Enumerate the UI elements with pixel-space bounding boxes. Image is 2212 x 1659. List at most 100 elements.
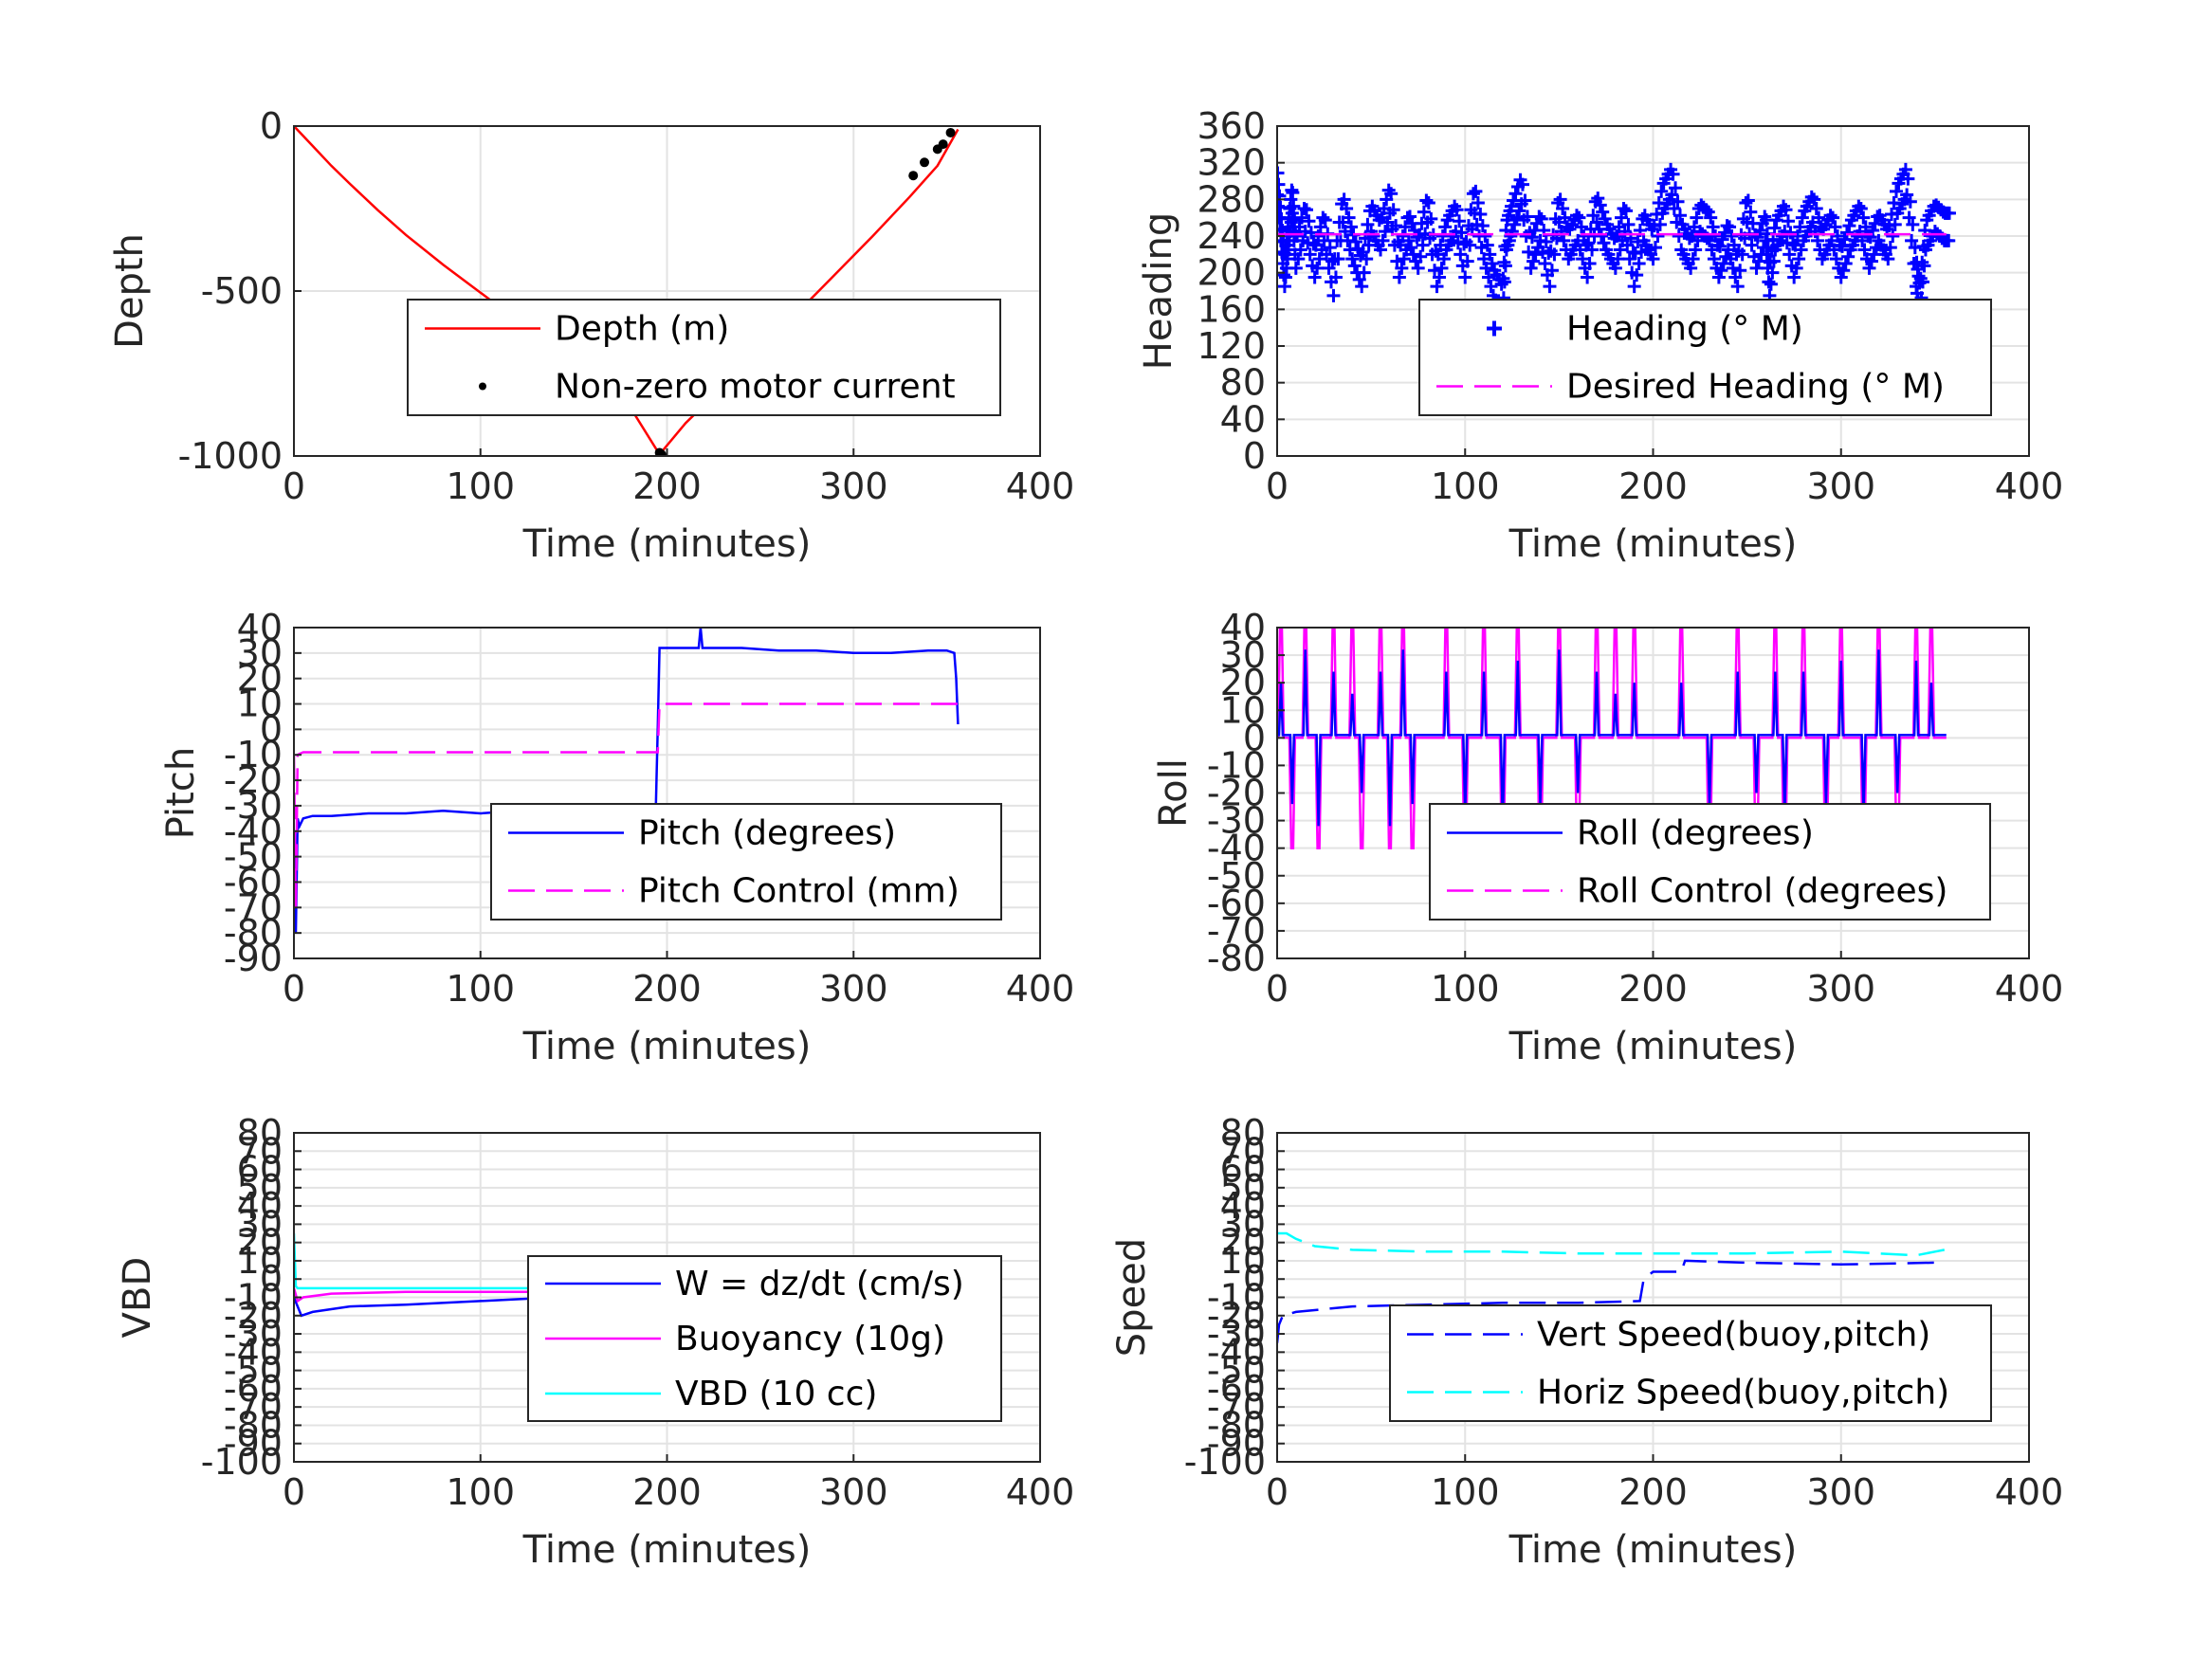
heading-series-0-marker — [1591, 191, 1605, 206]
y-tick-label: 10 — [237, 684, 283, 725]
heading-series-0-marker — [1547, 247, 1562, 262]
depth-series-1-point — [938, 139, 948, 150]
heading-series-0-marker — [1686, 252, 1700, 266]
heading-series-0-marker — [1854, 202, 1868, 215]
y-tick-label: 80 — [237, 1112, 283, 1154]
heading-series-0-marker — [1466, 187, 1480, 201]
y-tick-label: 30 — [237, 1203, 283, 1245]
y-tick-label: 10 — [1220, 689, 1266, 731]
heading-series-0-marker — [1619, 204, 1633, 218]
y-tick-label: 240 — [1197, 215, 1266, 257]
y-tick-label: -100 — [201, 1441, 283, 1483]
vbd-x-axis-label: Time (minutes) — [522, 1528, 812, 1572]
y-tick-label: -70 — [224, 1386, 283, 1428]
heading-series-0-marker — [1376, 233, 1390, 247]
y-tick-label: 160 — [1197, 288, 1266, 330]
heading-series-0-marker — [1607, 231, 1621, 246]
heading-series-0-marker — [1384, 187, 1398, 201]
y-tick-label: -60 — [224, 861, 283, 902]
heading-series-0-marker — [1858, 220, 1873, 234]
heading-series-0-marker — [1436, 252, 1451, 266]
heading-series-0-marker — [1401, 233, 1416, 247]
heading-series-0-marker — [1471, 195, 1485, 210]
heading-series-0-marker — [1841, 249, 1856, 264]
y-tick-label: 20 — [1220, 662, 1266, 703]
heading-series-0-marker — [1576, 252, 1590, 266]
x-tick-label: 400 — [1995, 968, 2064, 1010]
heading-series-0-marker — [1635, 245, 1649, 259]
heading-series-0-marker — [1299, 203, 1313, 217]
heading-series-0-marker — [1317, 233, 1331, 247]
heading-series-0-marker — [1691, 233, 1705, 247]
heading-series-0-marker — [1613, 243, 1627, 257]
heading-series-0-marker — [1881, 252, 1895, 266]
depth-series-1-point — [908, 171, 919, 181]
x-tick-label: 300 — [819, 968, 888, 1010]
heading-series-0-marker — [1345, 252, 1360, 266]
heading-series-0-marker — [1590, 215, 1604, 229]
heading-series-0-marker — [1528, 247, 1543, 262]
x-tick-label: 300 — [1806, 465, 1875, 507]
heading-series-0-marker — [1744, 205, 1758, 219]
y-tick-label: 0 — [1243, 435, 1266, 477]
y-tick-label: 60 — [237, 1149, 283, 1191]
x-tick-label: 0 — [1266, 465, 1289, 507]
y-tick-label: -90 — [224, 938, 283, 979]
heading-series-0-marker — [1608, 261, 1622, 275]
heading-series-0-marker — [1789, 261, 1803, 275]
legend-label: Desired Heading (° M) — [1566, 368, 1945, 407]
heading-series-0-marker — [1347, 259, 1362, 273]
heading-series-0-marker — [1627, 280, 1641, 294]
x-tick-label: 100 — [1431, 968, 1500, 1010]
depth-legend: Depth (m) Non-zero motor current — [407, 299, 1001, 416]
speed-chart: 0 100 200 300 400-100-90-80-70-60-50-40-30-2… — [1110, 1112, 2063, 1572]
speed-y-axis-label: Speed — [1110, 1238, 1154, 1357]
vbd-legend: W = dz/dt (cm/s) Buoyancy (10g) VBD (10 cc… — [527, 1255, 1002, 1422]
heading-series-0-marker — [1526, 254, 1541, 268]
heading-series-0-marker — [1615, 210, 1629, 225]
heading-series-0-marker — [1543, 280, 1557, 294]
heading-series-0-marker — [1303, 247, 1317, 262]
heading-series-0-marker — [1654, 184, 1669, 198]
heading-series-0-marker — [1318, 213, 1332, 228]
heading-series-0-marker — [1866, 223, 1880, 237]
heading-series-0-marker — [1750, 230, 1764, 245]
heading-series-0-marker — [1581, 236, 1596, 250]
heading-series-0-marker — [1331, 252, 1345, 266]
y-tick-label: -70 — [1207, 1386, 1266, 1428]
roll-x-axis-label: Time (minutes) — [1508, 1025, 1798, 1068]
x-tick-label: 300 — [1806, 1471, 1875, 1513]
y-tick-label: 80 — [1220, 1112, 1266, 1154]
y-tick-label: 0 — [1243, 1258, 1266, 1300]
heading-series-0-marker — [1714, 264, 1728, 278]
y-tick-label: 40 — [1220, 398, 1266, 440]
vbd-y-axis-label: VBD — [116, 1257, 159, 1339]
heading-series-0-marker — [1313, 220, 1327, 234]
legend-label: Non-zero motor current — [555, 368, 956, 407]
heading-series-0-marker — [1915, 275, 1929, 289]
y-tick-label: 50 — [1220, 1167, 1266, 1209]
x-tick-label: 100 — [446, 465, 515, 507]
x-tick-label: 200 — [632, 1471, 702, 1513]
heading-series-0-marker — [1349, 235, 1363, 249]
heading-series-0-marker — [1322, 261, 1336, 275]
heading-series-0-marker — [1416, 238, 1430, 252]
heading-series-0-marker — [1787, 270, 1801, 284]
heading-series-0-marker — [1942, 206, 1956, 220]
heading-series-0-marker — [1378, 225, 1392, 239]
x-tick-label: 100 — [1431, 465, 1500, 507]
roll-y-axis-label: Roll — [1152, 758, 1196, 828]
y-tick-label: -30 — [224, 785, 283, 827]
heading-series-0-marker — [1392, 270, 1406, 284]
heading-series-0-marker — [1735, 247, 1749, 262]
y-tick-label: 0 — [260, 1258, 283, 1300]
heading-series-0-marker — [1905, 233, 1919, 247]
heading-series-0-marker — [1666, 167, 1680, 181]
heading-plot-area — [1277, 162, 1956, 321]
heading-series-0-marker — [1328, 270, 1343, 284]
y-tick-label: 0 — [1243, 717, 1266, 758]
y-tick-label: -20 — [1207, 773, 1266, 814]
heading-series-0-marker — [1398, 220, 1413, 234]
heading-series-0-marker — [1361, 217, 1375, 231]
heading-series-0-marker — [1525, 230, 1539, 245]
